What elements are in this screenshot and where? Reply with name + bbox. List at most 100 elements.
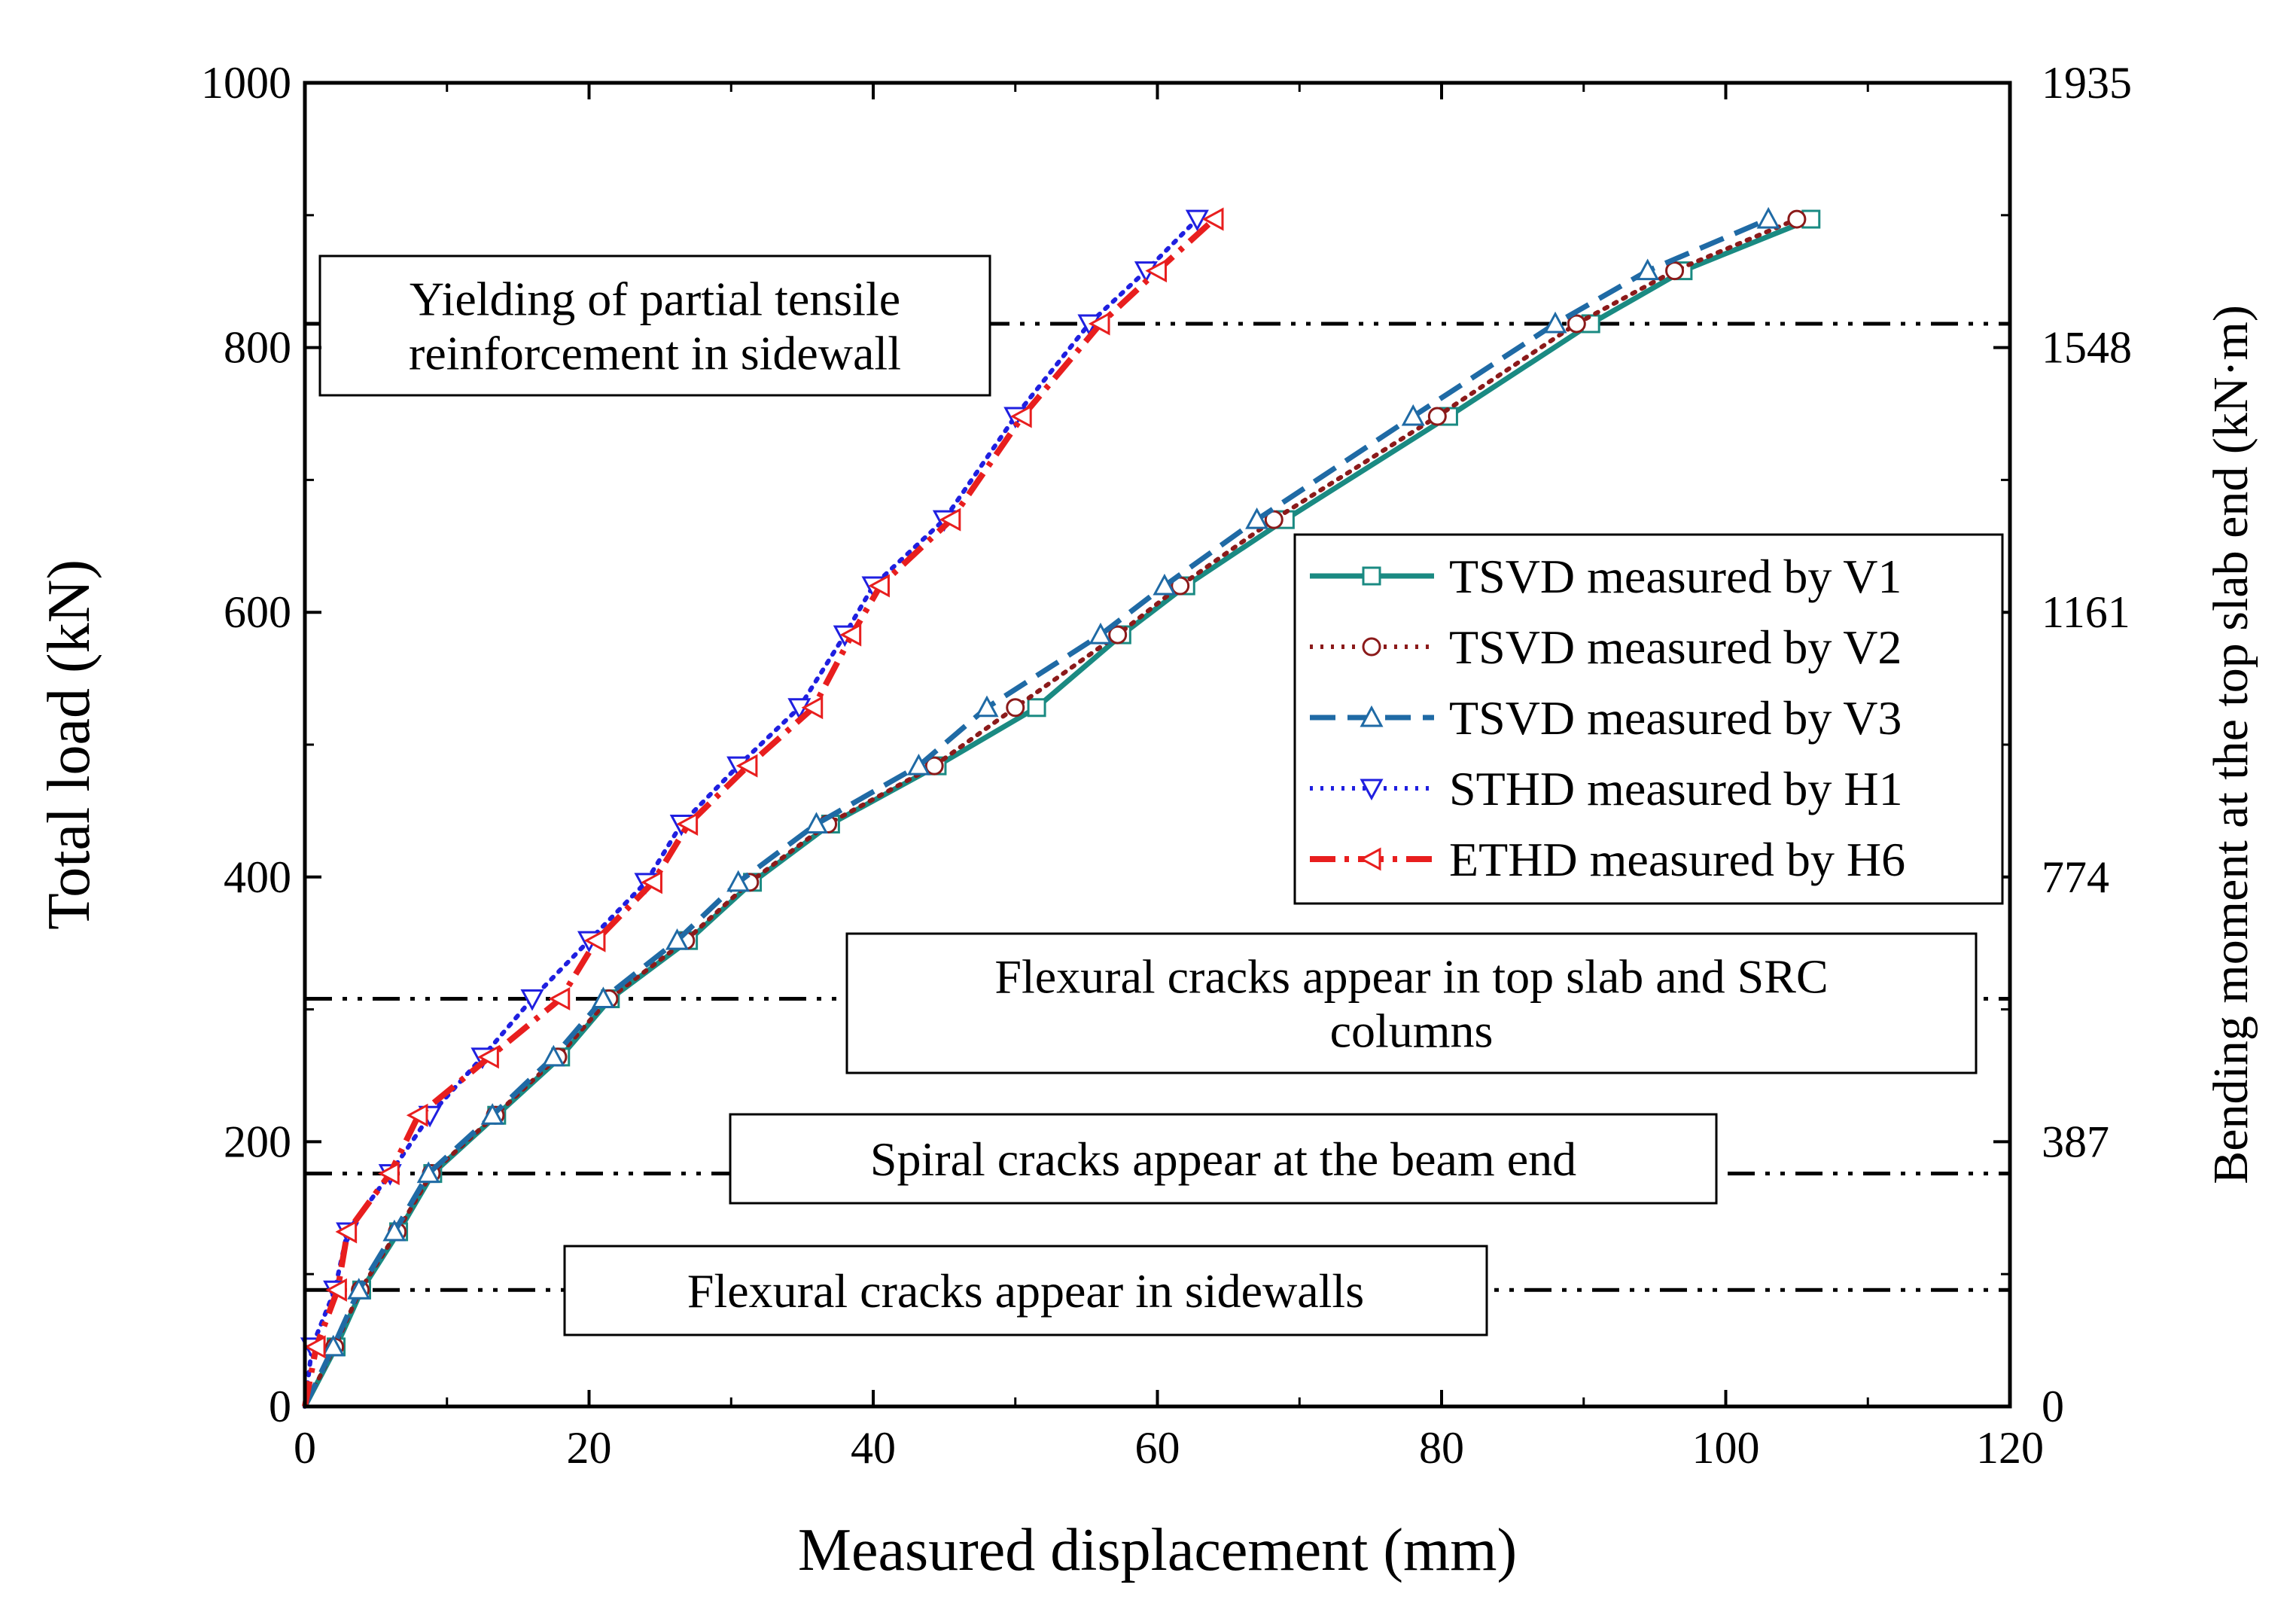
series-point	[1153, 573, 1177, 596]
series-5	[302, 207, 1224, 1407]
series-point	[416, 1161, 440, 1184]
y-tick-label: 0	[269, 1382, 291, 1431]
annotation-box	[845, 932, 1978, 1074]
legend-item-1: TSVD measured by V1	[1310, 550, 1902, 603]
legend-item-2: TSVD measured by V2	[1310, 620, 1902, 674]
series-point	[1201, 207, 1224, 231]
series-point	[1245, 507, 1269, 529]
annotation-text: Flexural cracks appear in sidewalls	[687, 1264, 1364, 1318]
series-point	[1427, 407, 1447, 426]
series-point	[676, 812, 699, 836]
series-point	[1108, 625, 1128, 645]
series-point	[583, 928, 606, 952]
x-tick-label: 60	[1135, 1423, 1180, 1473]
y2-tick-label: 774	[2042, 852, 2109, 902]
series-point	[839, 623, 862, 647]
annotation-text: Flexural cracks appear in top slab and S…	[994, 950, 1828, 1004]
series-point	[975, 695, 999, 718]
series-point	[735, 754, 758, 778]
series-point	[1088, 312, 1110, 336]
annotation-text: reinforcement in sidewall	[409, 327, 901, 380]
series-point	[335, 1220, 358, 1244]
legend: TSVD measured by V1 TSVD measured by V2 TS…	[1293, 533, 2004, 905]
legend-swatch-marker	[1360, 779, 1384, 801]
y2-tick-label: 1548	[2042, 323, 2132, 373]
legend-label: ETHD measured by H6	[1449, 833, 1905, 886]
series-point	[726, 870, 751, 892]
series-point	[1665, 261, 1685, 281]
annotation-3: Spiral cracks appear at the beam end	[729, 1113, 1718, 1205]
y-tick-label: 600	[224, 587, 291, 637]
legend-item-4: STHD measured by H1	[1310, 762, 1903, 815]
y2-tick-label: 0	[2042, 1382, 2064, 1431]
y2-axis-title: Bending moment at the top slab end (kN·m…	[2203, 305, 2258, 1184]
series-point	[1006, 698, 1025, 718]
series-point	[1567, 314, 1586, 334]
legend-swatch-marker	[1359, 847, 1381, 871]
annotation-text: columns	[1330, 1004, 1494, 1058]
series-point	[1145, 259, 1167, 283]
series-layer	[300, 206, 1821, 1409]
series-point	[1787, 209, 1807, 229]
series-point	[347, 1278, 371, 1300]
y2-tick-label: 1935	[2042, 58, 2132, 108]
y-tick-label: 1000	[201, 58, 291, 108]
legend-label: STHD measured by H1	[1449, 762, 1903, 815]
series-point	[906, 753, 930, 776]
series-line	[303, 217, 1200, 1409]
annotation-text: Spiral cracks appear at the beam end	[870, 1132, 1576, 1186]
series-point	[325, 1278, 347, 1302]
series-point	[477, 1045, 499, 1069]
y-tick-label: 200	[224, 1117, 291, 1166]
series-point	[382, 1219, 407, 1242]
annotations: Yielding of partial tensilereinforcement…	[318, 254, 1978, 1336]
y2-tick-label: 1161	[2042, 587, 2130, 637]
series-point	[641, 870, 662, 894]
x-tick-label: 80	[1419, 1423, 1464, 1473]
x-tick-label: 40	[851, 1423, 896, 1473]
series-line	[302, 216, 1770, 1408]
series-line	[302, 217, 1217, 1407]
legend-box	[1293, 533, 2004, 905]
annotation-1: Yielding of partial tensilereinforcement…	[318, 254, 991, 397]
series-point	[378, 1162, 400, 1186]
y-axis-title: Total load (kN)	[36, 559, 102, 930]
series-point	[480, 1103, 504, 1125]
series-point	[665, 928, 690, 950]
x-tick-label: 100	[1692, 1423, 1760, 1473]
y-tick-label: 400	[224, 852, 291, 902]
series-point	[1027, 698, 1046, 718]
series-point	[1543, 311, 1567, 334]
series-point	[541, 1044, 565, 1067]
x-tick-label: 0	[294, 1423, 316, 1473]
legend-item-5: ETHD measured by H6	[1310, 833, 1905, 886]
legend-swatch-marker	[1362, 637, 1381, 657]
annotation-2: Flexural cracks appear in top slab and S…	[845, 932, 1978, 1074]
annotation-text: Yielding of partial tensile	[410, 273, 900, 326]
series-point	[591, 986, 615, 1009]
x-tick-label: 20	[567, 1423, 612, 1473]
annotation-box	[318, 254, 991, 397]
series-point	[939, 507, 961, 532]
series-point	[548, 987, 571, 1011]
series-point	[801, 696, 824, 720]
series-point	[868, 574, 890, 598]
legend-label: TSVD measured by V3	[1449, 691, 1902, 745]
legend-swatch-marker	[1360, 705, 1384, 727]
series-3	[302, 206, 1780, 1408]
series-point	[406, 1103, 428, 1127]
annotation-box	[563, 1245, 1488, 1336]
x-tick-label: 120	[1976, 1423, 2044, 1473]
series-point	[321, 1334, 346, 1357]
x-axis-title: Measured displacement (mm)	[798, 1517, 1517, 1583]
series-point	[1185, 209, 1209, 232]
series-point	[1401, 404, 1425, 426]
series-point	[804, 812, 829, 833]
y2-tick-label: 387	[2042, 1117, 2109, 1166]
series-point	[1756, 206, 1780, 229]
series-point	[303, 1335, 326, 1359]
annotation-4: Flexural cracks appear in sidewalls	[563, 1245, 1488, 1336]
ticks: 0 20 40 60 80 100 1200200400600800100003877741…	[201, 58, 2132, 1473]
series-point	[1010, 404, 1032, 428]
